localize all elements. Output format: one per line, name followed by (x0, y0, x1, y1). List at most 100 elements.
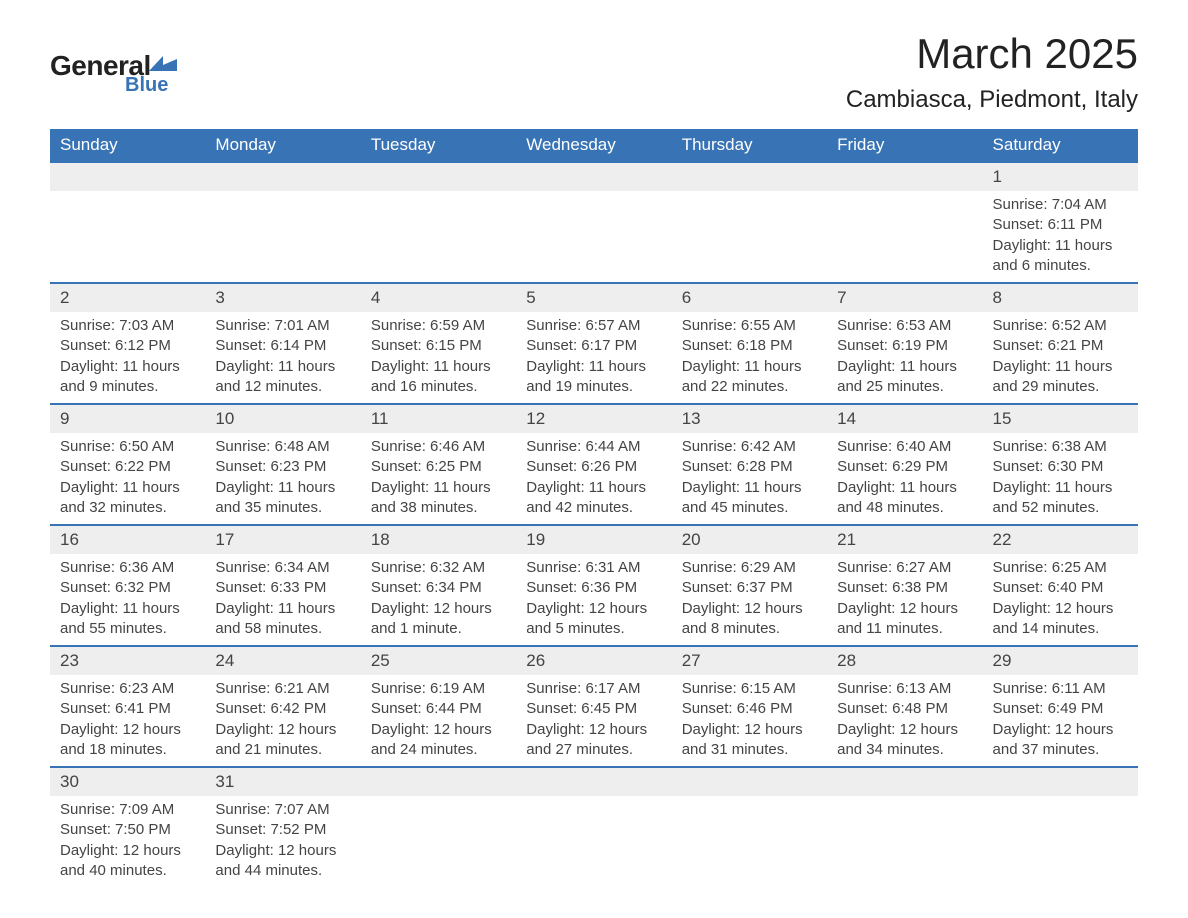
day-info-cell (516, 191, 671, 283)
week-info-row: Sunrise: 6:50 AMSunset: 6:22 PMDaylight:… (50, 433, 1138, 525)
weekday-header: Monday (205, 129, 360, 162)
day-info-cell: Sunrise: 6:36 AMSunset: 6:32 PMDaylight:… (50, 554, 205, 646)
day-info-cell: Sunrise: 7:07 AMSunset: 7:52 PMDaylight:… (205, 796, 360, 887)
day-info-cell: Sunrise: 7:09 AMSunset: 7:50 PMDaylight:… (50, 796, 205, 887)
day-number-cell: 15 (983, 404, 1138, 433)
day-number-cell: 9 (50, 404, 205, 433)
day-number-cell (516, 767, 671, 796)
day-number-cell: 21 (827, 525, 982, 554)
page-title: March 2025 (846, 30, 1138, 78)
day-info-cell: Sunrise: 6:44 AMSunset: 6:26 PMDaylight:… (516, 433, 671, 525)
weekday-header: Tuesday (361, 129, 516, 162)
day-info-cell: Sunrise: 6:52 AMSunset: 6:21 PMDaylight:… (983, 312, 1138, 404)
calendar-header-row: Sunday Monday Tuesday Wednesday Thursday… (50, 129, 1138, 162)
day-info-cell (205, 191, 360, 283)
day-info-cell: Sunrise: 6:59 AMSunset: 6:15 PMDaylight:… (361, 312, 516, 404)
day-info-cell (516, 796, 671, 887)
day-number-cell: 19 (516, 525, 671, 554)
day-info-cell (827, 191, 982, 283)
day-number-cell: 3 (205, 283, 360, 312)
day-number-cell (516, 162, 671, 191)
day-info-cell: Sunrise: 6:53 AMSunset: 6:19 PMDaylight:… (827, 312, 982, 404)
day-info-cell: Sunrise: 6:17 AMSunset: 6:45 PMDaylight:… (516, 675, 671, 767)
day-info-cell: Sunrise: 6:40 AMSunset: 6:29 PMDaylight:… (827, 433, 982, 525)
day-number-cell: 24 (205, 646, 360, 675)
day-info-cell: Sunrise: 6:19 AMSunset: 6:44 PMDaylight:… (361, 675, 516, 767)
calendar-table: Sunday Monday Tuesday Wednesday Thursday… (50, 129, 1138, 887)
week-info-row: Sunrise: 6:36 AMSunset: 6:32 PMDaylight:… (50, 554, 1138, 646)
day-number-cell (50, 162, 205, 191)
day-number-cell: 1 (983, 162, 1138, 191)
day-info-cell: Sunrise: 6:29 AMSunset: 6:37 PMDaylight:… (672, 554, 827, 646)
day-number-cell: 20 (672, 525, 827, 554)
weekday-header: Sunday (50, 129, 205, 162)
weekday-header: Thursday (672, 129, 827, 162)
day-info-cell (361, 796, 516, 887)
day-info-cell: Sunrise: 7:04 AMSunset: 6:11 PMDaylight:… (983, 191, 1138, 283)
day-number-cell: 28 (827, 646, 982, 675)
day-number-cell: 13 (672, 404, 827, 433)
weekday-header: Saturday (983, 129, 1138, 162)
day-number-cell: 12 (516, 404, 671, 433)
day-number-cell: 10 (205, 404, 360, 433)
weekday-header: Friday (827, 129, 982, 162)
day-info-cell: Sunrise: 6:25 AMSunset: 6:40 PMDaylight:… (983, 554, 1138, 646)
week-info-row: Sunrise: 6:23 AMSunset: 6:41 PMDaylight:… (50, 675, 1138, 767)
day-number-cell (205, 162, 360, 191)
week-number-row: 2345678 (50, 283, 1138, 312)
day-info-cell: Sunrise: 6:42 AMSunset: 6:28 PMDaylight:… (672, 433, 827, 525)
day-number-cell: 16 (50, 525, 205, 554)
day-number-cell: 17 (205, 525, 360, 554)
day-number-cell: 14 (827, 404, 982, 433)
day-info-cell: Sunrise: 6:38 AMSunset: 6:30 PMDaylight:… (983, 433, 1138, 525)
day-number-cell: 6 (672, 283, 827, 312)
day-info-cell: Sunrise: 6:23 AMSunset: 6:41 PMDaylight:… (50, 675, 205, 767)
day-info-cell (827, 796, 982, 887)
day-number-cell: 26 (516, 646, 671, 675)
title-block: March 2025 Cambiasca, Piedmont, Italy (846, 30, 1138, 114)
day-number-cell: 25 (361, 646, 516, 675)
day-number-cell (827, 767, 982, 796)
day-info-cell (672, 796, 827, 887)
day-number-cell: 5 (516, 283, 671, 312)
day-number-cell: 30 (50, 767, 205, 796)
day-number-cell: 11 (361, 404, 516, 433)
day-number-cell: 22 (983, 525, 1138, 554)
day-info-cell: Sunrise: 6:27 AMSunset: 6:38 PMDaylight:… (827, 554, 982, 646)
week-number-row: 23242526272829 (50, 646, 1138, 675)
day-number-cell: 31 (205, 767, 360, 796)
day-info-cell (361, 191, 516, 283)
week-info-row: Sunrise: 7:04 AMSunset: 6:11 PMDaylight:… (50, 191, 1138, 283)
logo-text: General Blue (50, 50, 177, 97)
day-info-cell: Sunrise: 6:57 AMSunset: 6:17 PMDaylight:… (516, 312, 671, 404)
day-number-cell (361, 767, 516, 796)
day-info-cell: Sunrise: 6:21 AMSunset: 6:42 PMDaylight:… (205, 675, 360, 767)
day-info-cell: Sunrise: 6:46 AMSunset: 6:25 PMDaylight:… (361, 433, 516, 525)
day-info-cell: Sunrise: 6:34 AMSunset: 6:33 PMDaylight:… (205, 554, 360, 646)
day-number-cell (672, 767, 827, 796)
day-info-cell: Sunrise: 6:48 AMSunset: 6:23 PMDaylight:… (205, 433, 360, 525)
week-number-row: 3031 (50, 767, 1138, 796)
day-info-cell: Sunrise: 6:15 AMSunset: 6:46 PMDaylight:… (672, 675, 827, 767)
day-number-cell: 4 (361, 283, 516, 312)
weekday-header: Wednesday (516, 129, 671, 162)
day-info-cell: Sunrise: 7:01 AMSunset: 6:14 PMDaylight:… (205, 312, 360, 404)
header: General Blue March 2025 Cambiasca, Piedm… (50, 30, 1138, 114)
page-subtitle: Cambiasca, Piedmont, Italy (846, 86, 1138, 114)
week-info-row: Sunrise: 7:09 AMSunset: 7:50 PMDaylight:… (50, 796, 1138, 887)
day-number-cell (827, 162, 982, 191)
day-number-cell (983, 767, 1138, 796)
day-number-cell: 29 (983, 646, 1138, 675)
day-info-cell (672, 191, 827, 283)
day-info-cell: Sunrise: 6:11 AMSunset: 6:49 PMDaylight:… (983, 675, 1138, 767)
calendar-body: 1Sunrise: 7:04 AMSunset: 6:11 PMDaylight… (50, 162, 1138, 887)
day-info-cell: Sunrise: 6:32 AMSunset: 6:34 PMDaylight:… (361, 554, 516, 646)
logo-blue-text: Blue (125, 74, 168, 97)
day-number-cell: 8 (983, 283, 1138, 312)
day-info-cell: Sunrise: 6:55 AMSunset: 6:18 PMDaylight:… (672, 312, 827, 404)
day-number-cell: 18 (361, 525, 516, 554)
day-number-cell: 2 (50, 283, 205, 312)
day-info-cell: Sunrise: 7:03 AMSunset: 6:12 PMDaylight:… (50, 312, 205, 404)
day-info-cell (50, 191, 205, 283)
logo: General Blue (50, 30, 177, 97)
